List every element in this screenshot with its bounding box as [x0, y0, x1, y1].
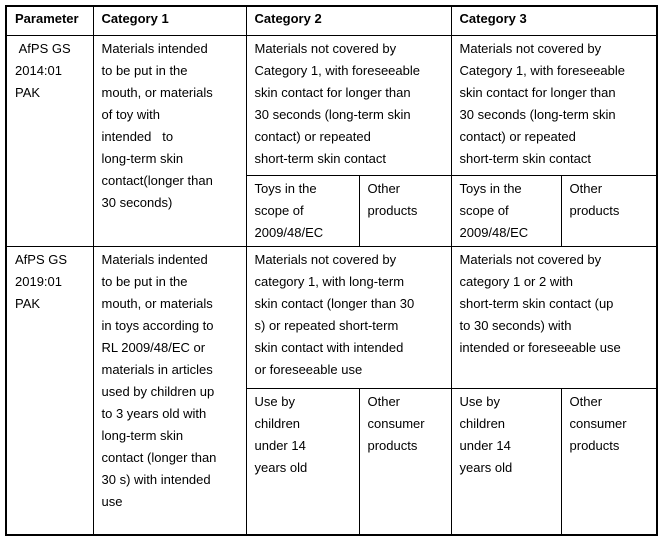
pak-requirements-table: Parameter Category 1 Category 2 Category…: [5, 5, 659, 536]
category2-toys-cell-2014: Toys in the scope of 2009/48/EC: [245, 175, 360, 247]
category3-other-products-cell-2014: Other products: [560, 175, 658, 247]
category1-cell-2014: Materials intended to be put in the mout…: [92, 35, 247, 247]
table-row-2019-subsplit: Use by children under 14 years old Other…: [6, 388, 658, 535]
table-row-2014-description: AfPS GS 2014:01 PAK Materials intended t…: [5, 35, 658, 247]
category3-toys-cell-2014: Toys in the scope of 2009/48/EC: [450, 175, 562, 247]
category3-description-cell-2019: Materials not covered by category 1 or 2…: [450, 246, 658, 389]
category3-children-cell-2019: Use by children under 14 years old: [450, 388, 562, 535]
category2-description-cell-2019: Materials not covered by category 1, wit…: [245, 246, 452, 389]
category2-other-products-cell-2014: Other products: [358, 175, 452, 247]
parameter-cell-2014: AfPS GS 2014:01 PAK: [5, 35, 94, 247]
header-cell-category2: Category 2: [245, 5, 452, 36]
category2-children-cell-2019: Use by children under 14 years old: [245, 388, 360, 535]
category2-description-cell-2014: Materials not covered by Category 1, wit…: [245, 35, 452, 176]
table-row-2019-description: AfPS GS 2019:01 PAK Materials indented t…: [5, 246, 658, 535]
category3-other-consumer-cell-2019: Other consumer products: [560, 388, 658, 535]
category1-cell-2019: Materials indented to be put in the mout…: [92, 246, 247, 535]
header-cell-parameter: Parameter: [5, 5, 94, 36]
table-header-row: Parameter Category 1 Category 2 Category…: [5, 5, 658, 36]
category2-other-consumer-cell-2019: Other consumer products: [358, 388, 452, 535]
parameter-cell-2019: AfPS GS 2019:01 PAK: [5, 246, 94, 535]
category3-description-cell-2014: Materials not covered by Category 1, wit…: [450, 35, 658, 176]
header-cell-category1: Category 1: [92, 5, 247, 36]
header-cell-category3: Category 3: [450, 5, 658, 36]
